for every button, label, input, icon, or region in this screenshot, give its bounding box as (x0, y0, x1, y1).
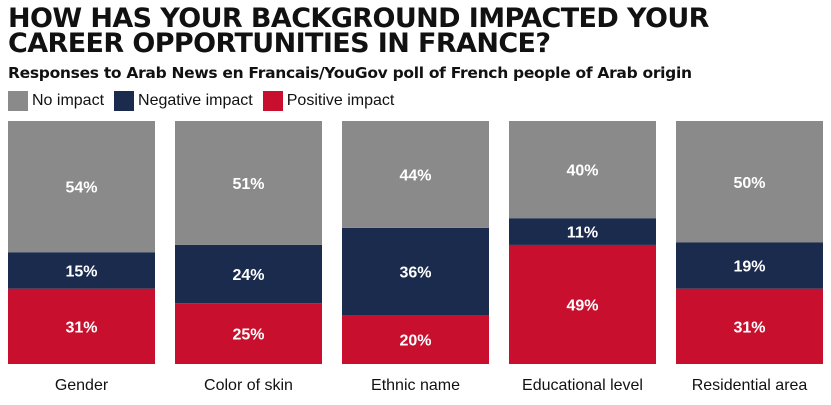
legend-item-positive-impact: Positive impact (262, 91, 395, 111)
category-label-residential-area: Residential area (692, 377, 808, 394)
legend: No impact Negative impact Positive impac… (8, 90, 404, 112)
bar-segment-positive-impact-gender (8, 288, 155, 364)
bar-segment-negative-impact-residential-area (676, 242, 823, 289)
bar-segment-negative-impact-ethnic-name (342, 227, 489, 316)
legend-item-negative-impact: Negative impact (114, 91, 253, 111)
legend-label-negative-impact: Negative impact (138, 92, 253, 109)
legend-label-no-impact: No impact (32, 92, 105, 109)
data-label-positive-impact-color-of-skin: 25% (232, 327, 264, 344)
category-label-educational-level: Educational level (522, 377, 643, 394)
bar-segment-no-impact-gender (8, 121, 155, 253)
data-label-no-impact-gender: 54% (65, 180, 97, 197)
bar-segment-negative-impact-educational-level (509, 218, 656, 245)
category-label-ethnic-name: Ethnic name (371, 377, 460, 394)
data-label-positive-impact-residential-area: 31% (733, 319, 765, 336)
legend-label-positive-impact: Positive impact (286, 92, 395, 109)
category-label-gender: Gender (55, 377, 109, 394)
category-label-color-of-skin: Color of skin (204, 377, 293, 394)
bar-segment-no-impact-ethnic-name (342, 121, 489, 228)
bar-segment-negative-impact-color-of-skin (175, 244, 322, 304)
bar-segment-no-impact-educational-level (509, 121, 656, 219)
legend-item-no-impact: No impact (8, 91, 104, 111)
bar-segment-negative-impact-gender (8, 252, 155, 289)
chart-subtitle: Responses to Arab News en Francais/YouGo… (8, 64, 692, 82)
bar-segment-positive-impact-residential-area (676, 288, 823, 364)
data-label-no-impact-educational-level: 40% (566, 163, 598, 180)
legend-swatch-negative-impact (114, 91, 135, 111)
bar-segment-no-impact-residential-area (676, 121, 823, 243)
data-label-no-impact-color-of-skin: 51% (232, 176, 264, 193)
bar-segment-positive-impact-educational-level (509, 244, 656, 364)
data-label-negative-impact-ethnic-name: 36% (399, 265, 431, 282)
data-label-negative-impact-educational-level: 11% (567, 225, 598, 242)
data-label-positive-impact-educational-level: 49% (566, 297, 598, 314)
bar-segment-no-impact-color-of-skin (175, 121, 322, 245)
data-label-negative-impact-color-of-skin: 24% (232, 267, 264, 284)
data-label-negative-impact-gender: 15% (65, 263, 97, 280)
bar-segment-positive-impact-ethnic-name (342, 315, 489, 364)
data-label-positive-impact-ethnic-name: 20% (399, 333, 431, 350)
bar-segment-positive-impact-color-of-skin (175, 303, 322, 364)
legend-swatch-positive-impact (262, 91, 283, 111)
legend-swatch-no-impact (8, 91, 28, 111)
chart-title: HOW HAS YOUR BACKGROUND IMPACTED YOUR CA… (8, 3, 709, 59)
data-label-negative-impact-residential-area: 19% (733, 259, 765, 276)
data-label-no-impact-residential-area: 50% (733, 175, 765, 192)
data-label-no-impact-ethnic-name: 44% (399, 167, 431, 184)
data-label-positive-impact-gender: 31% (65, 319, 97, 336)
